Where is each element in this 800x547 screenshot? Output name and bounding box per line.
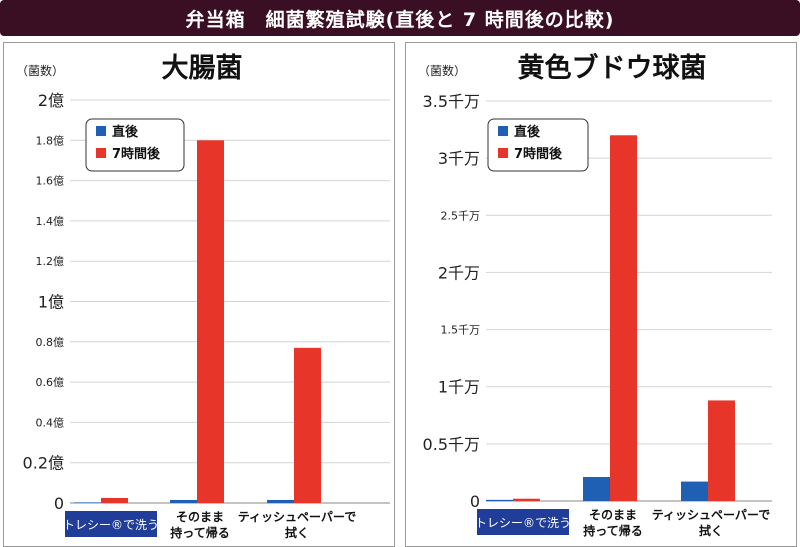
bar-after7h — [197, 140, 224, 504]
bar-direct — [267, 499, 294, 503]
legend-box — [487, 118, 589, 172]
bar-direct — [681, 481, 708, 501]
category-label: 拭く — [285, 525, 309, 540]
y-tick-label: 0.4億 — [36, 416, 65, 429]
chart-title: 黄色ブドウ球菌 — [518, 52, 707, 84]
bar-direct — [486, 499, 513, 501]
y-tick-label: 0.8億 — [36, 336, 65, 349]
y-tick-label: 1億 — [38, 293, 64, 312]
banner-title: 弁当箱 細菌繁殖試験(直後と 7 時間後の比較) — [0, 0, 800, 36]
category-label: 持って帰る — [583, 523, 642, 538]
chart-title: 大腸菌 — [162, 53, 243, 84]
chart-panel-e-coli: 大腸菌 （菌数） 0 0.2億 0.4億 0.6億 0.8億 1億 1.2億 1.4億 1.6億 1.… — [3, 42, 395, 547]
bar-direct — [170, 499, 197, 503]
bar-after7h — [610, 135, 637, 501]
chart-e-coli: 大腸菌 （菌数） 0 0.2億 0.4億 0.6億 0.8億 1億 1.2億 1.4億 1.6億 1.… — [16, 53, 390, 540]
y-axis-label: （菌数） — [418, 63, 466, 78]
chart-panel-staph: 黄色ブドウ球菌 （菌数） 0 0.5千万 1千万 1.5千万 2千万 2.5千万 3千万 3.5千… — [405, 42, 797, 547]
y-tick-label: 2千万 — [438, 263, 480, 282]
y-tick-label: 2億 — [38, 91, 64, 110]
y-tick-label: 1.4億 — [36, 215, 65, 228]
y-tick-label: 1.5千万 — [441, 324, 481, 337]
legend-swatch — [96, 148, 106, 158]
legend-box — [85, 118, 185, 172]
chart-staph: 黄色ブドウ球菌 （菌数） 0 0.5千万 1千万 1.5千万 2千万 2.5千万 3千万 3.5千… — [418, 52, 772, 538]
legend-label: 直後 — [514, 124, 541, 140]
category-label: トレシー®で洗う — [63, 518, 159, 532]
y-tick-label: 0.5千万 — [423, 435, 480, 454]
category-label: トレシー®で洗う — [475, 516, 571, 530]
category-label: 持って帰る — [170, 525, 229, 540]
bar-direct — [583, 477, 610, 501]
y-tick-label: 0 — [54, 494, 64, 513]
y-tick-label: 2.5千万 — [441, 209, 481, 222]
category-label: 拭く — [699, 523, 723, 538]
y-tick-label: 0.2億 — [23, 454, 64, 473]
category-label: そのまま — [589, 508, 637, 522]
legend-label: 直後 — [112, 124, 139, 140]
legend-swatch — [498, 126, 508, 136]
category-label: ティッシュペーパーで — [238, 510, 356, 524]
y-tick-label: 3千万 — [438, 149, 480, 168]
y-tick-label: 0.6億 — [36, 376, 65, 389]
category-label: そのまま — [176, 510, 224, 524]
y-tick-label: 0 — [470, 492, 480, 511]
y-tick-label: 1.2億 — [36, 255, 65, 268]
legend-label: 7時間後 — [112, 146, 161, 162]
bar-after7h — [294, 347, 321, 503]
bar-after7h — [101, 497, 128, 503]
bar-direct — [74, 502, 101, 503]
bar-after7h — [708, 400, 735, 501]
y-tick-label: 3.5千万 — [423, 92, 480, 111]
category-highlight — [477, 509, 569, 535]
category-label: ティッシュペーパーで — [652, 508, 770, 522]
bar-after7h — [513, 498, 540, 501]
y-axis-label: （菌数） — [16, 63, 64, 78]
y-tick-label: 1.8億 — [36, 134, 65, 147]
y-tick-label: 1千万 — [438, 378, 480, 397]
category-highlight — [65, 511, 157, 537]
legend-label: 7時間後 — [514, 146, 563, 162]
legend-swatch — [96, 126, 106, 136]
y-tick-label: 1.6億 — [36, 175, 65, 188]
legend-swatch — [498, 148, 508, 158]
